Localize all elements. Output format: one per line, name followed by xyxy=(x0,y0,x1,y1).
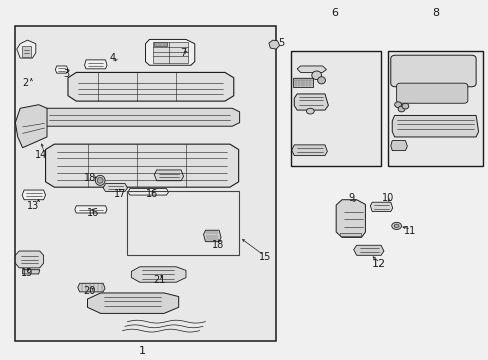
Polygon shape xyxy=(294,94,328,110)
Bar xyxy=(387,51,483,166)
Polygon shape xyxy=(75,206,107,213)
Text: 4: 4 xyxy=(110,53,116,63)
Text: 17: 17 xyxy=(114,189,126,199)
Bar xyxy=(290,51,380,166)
Text: 13: 13 xyxy=(27,201,40,211)
Polygon shape xyxy=(268,40,279,49)
Polygon shape xyxy=(154,170,183,181)
Ellipse shape xyxy=(393,224,398,228)
Ellipse shape xyxy=(95,175,105,185)
Text: 6: 6 xyxy=(330,8,338,18)
Polygon shape xyxy=(203,230,221,242)
Polygon shape xyxy=(39,108,239,126)
Text: 15: 15 xyxy=(259,252,271,262)
Polygon shape xyxy=(293,78,312,87)
Text: 16: 16 xyxy=(145,189,158,199)
Polygon shape xyxy=(87,293,178,314)
Polygon shape xyxy=(55,66,68,73)
Ellipse shape xyxy=(97,177,103,183)
Ellipse shape xyxy=(317,77,325,84)
Text: 10: 10 xyxy=(382,193,394,203)
Text: 11: 11 xyxy=(404,226,416,236)
Polygon shape xyxy=(17,40,36,58)
Polygon shape xyxy=(22,190,45,200)
Text: 2: 2 xyxy=(22,78,28,88)
Text: 21: 21 xyxy=(153,275,165,285)
Ellipse shape xyxy=(397,106,404,112)
Text: 20: 20 xyxy=(83,286,96,296)
Text: 8: 8 xyxy=(431,8,438,18)
Polygon shape xyxy=(369,202,392,212)
Polygon shape xyxy=(335,200,365,237)
Text: 18: 18 xyxy=(211,239,224,249)
Text: 12: 12 xyxy=(371,259,385,269)
Polygon shape xyxy=(128,189,168,195)
Text: 7: 7 xyxy=(180,48,186,58)
Text: 16: 16 xyxy=(87,208,99,218)
Polygon shape xyxy=(103,184,127,192)
Polygon shape xyxy=(145,40,194,65)
Polygon shape xyxy=(339,233,360,235)
Polygon shape xyxy=(154,42,167,45)
FancyBboxPatch shape xyxy=(390,55,475,87)
Bar xyxy=(15,26,276,341)
Polygon shape xyxy=(78,283,105,292)
Polygon shape xyxy=(68,72,233,101)
Polygon shape xyxy=(153,41,188,63)
Polygon shape xyxy=(45,144,238,187)
Ellipse shape xyxy=(311,71,321,80)
Polygon shape xyxy=(84,60,107,69)
Ellipse shape xyxy=(394,102,401,108)
Text: 14: 14 xyxy=(35,150,47,160)
Polygon shape xyxy=(22,270,40,274)
Text: 1: 1 xyxy=(138,346,145,356)
Text: 19: 19 xyxy=(21,268,34,278)
Ellipse shape xyxy=(401,103,408,109)
Polygon shape xyxy=(353,245,383,255)
Polygon shape xyxy=(22,45,31,57)
Ellipse shape xyxy=(306,108,314,114)
Polygon shape xyxy=(131,267,185,282)
Polygon shape xyxy=(390,140,407,150)
Polygon shape xyxy=(291,145,327,156)
Text: 3: 3 xyxy=(63,69,69,79)
Text: 18: 18 xyxy=(83,173,96,183)
Polygon shape xyxy=(15,251,43,268)
Text: 5: 5 xyxy=(277,38,284,48)
Ellipse shape xyxy=(391,222,401,229)
Text: 9: 9 xyxy=(348,193,354,203)
Polygon shape xyxy=(297,66,326,72)
FancyBboxPatch shape xyxy=(396,83,467,103)
Polygon shape xyxy=(15,105,47,148)
Polygon shape xyxy=(391,116,478,137)
